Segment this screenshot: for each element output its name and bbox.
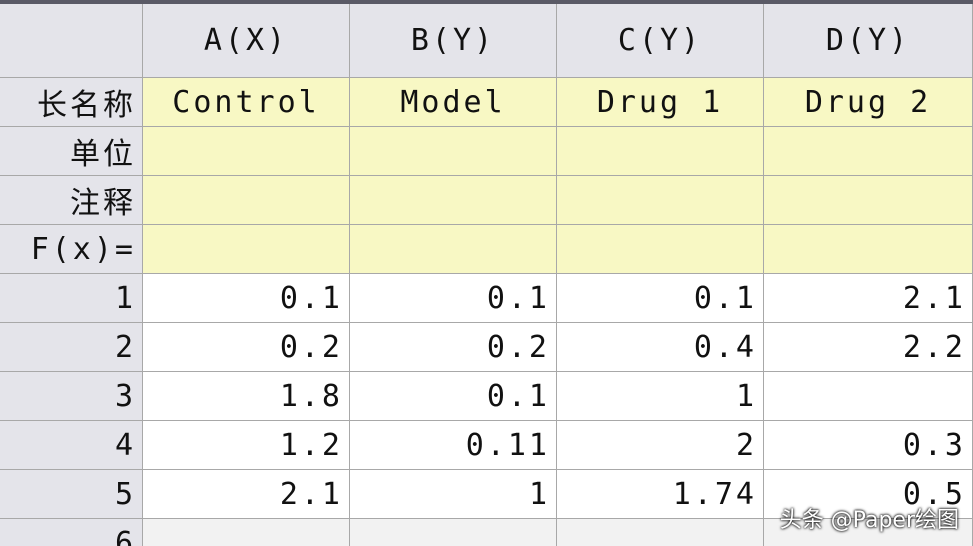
data-cell [350, 519, 557, 546]
data-cell: 0.1 [143, 274, 350, 323]
data-cell: 0.1 [350, 372, 557, 421]
column-header: B(Y) [350, 4, 557, 78]
watermark: 头条 @Paper绘图 [779, 508, 959, 533]
meta-label: F(x)= [0, 225, 143, 274]
data-cell: 2.1 [143, 470, 350, 519]
meta-label: 注释 [0, 176, 143, 225]
meta-cell [557, 127, 764, 176]
data-cell: 0.11 [350, 421, 557, 470]
data-cell: 0.2 [143, 323, 350, 372]
data-cell: 0.1 [350, 274, 557, 323]
long-name: Drug 2 [764, 78, 973, 127]
data-cell: 2.1 [764, 274, 973, 323]
meta-cell [764, 127, 973, 176]
row-label: 1 [0, 274, 143, 323]
data-cell [557, 519, 764, 546]
column-header: A(X) [143, 4, 350, 78]
data-cell: 1 [557, 372, 764, 421]
data-cell: 1.8 [143, 372, 350, 421]
row-label: 3 [0, 372, 143, 421]
meta-cell [350, 225, 557, 274]
corner-cell [0, 4, 143, 78]
meta-cell [143, 176, 350, 225]
data-cell: 0.1 [557, 274, 764, 323]
column-header: D(Y) [764, 4, 973, 78]
meta-label: 长名称 [0, 78, 143, 127]
column-header: C(Y) [557, 4, 764, 78]
meta-cell [350, 127, 557, 176]
data-cell: 0.2 [350, 323, 557, 372]
row-label: 5 [0, 470, 143, 519]
meta-cell [764, 225, 973, 274]
meta-cell [557, 176, 764, 225]
meta-cell [350, 176, 557, 225]
data-cell: 0.4 [557, 323, 764, 372]
long-name: Model [350, 78, 557, 127]
long-name: Drug 1 [557, 78, 764, 127]
meta-label: 单位 [0, 127, 143, 176]
data-cell: 1 [350, 470, 557, 519]
data-cell: 1.2 [143, 421, 350, 470]
top-bar [0, 0, 973, 4]
data-cell: 2 [557, 421, 764, 470]
row-label: 2 [0, 323, 143, 372]
meta-cell [557, 225, 764, 274]
meta-cell [764, 176, 973, 225]
row-label: 4 [0, 421, 143, 470]
meta-cell [143, 225, 350, 274]
long-name: Control [143, 78, 350, 127]
data-cell [764, 372, 973, 421]
data-cell: 1.74 [557, 470, 764, 519]
row-label: 6 [0, 519, 143, 546]
data-cell [143, 519, 350, 546]
meta-cell [143, 127, 350, 176]
data-cell: 0.5 [764, 470, 973, 519]
data-cell: 0.3 [764, 421, 973, 470]
data-cell: 2.2 [764, 323, 973, 372]
